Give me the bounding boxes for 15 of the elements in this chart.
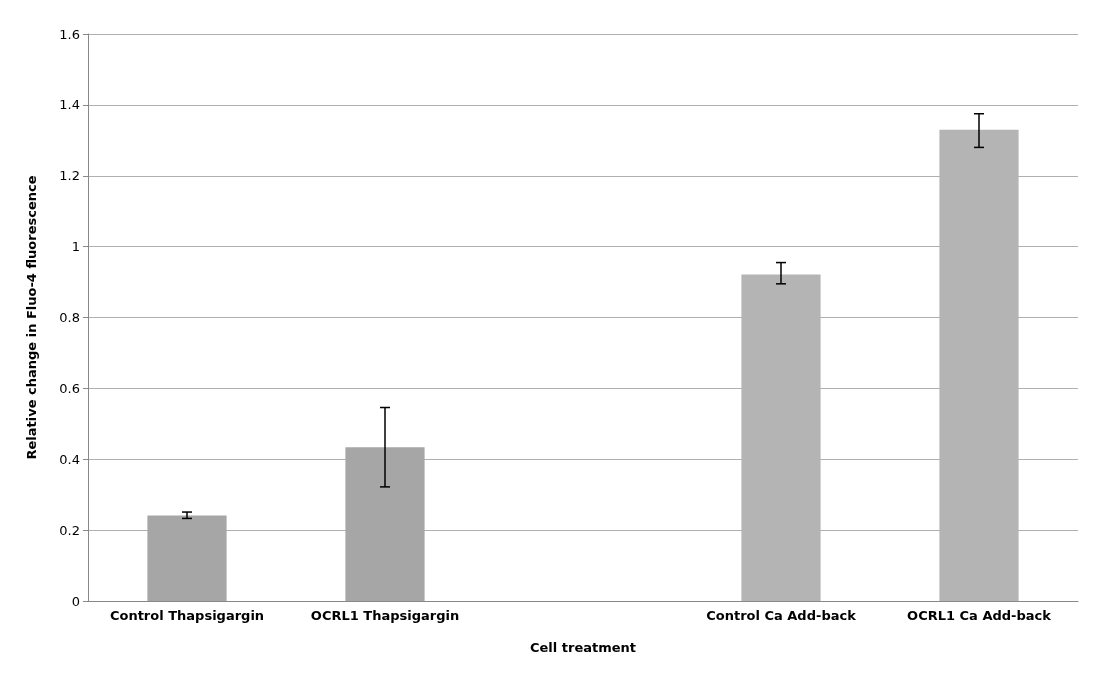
- x-axis-title: Cell treatment: [529, 640, 637, 655]
- x-tick-label: OCRL1 Ca Add-back: [907, 608, 1052, 623]
- y-tick-label: 1: [71, 239, 80, 255]
- y-axis-title: Relative change in Fluo-4 fluorescence: [24, 175, 39, 460]
- y-tick-label: 0: [71, 593, 80, 609]
- y-tick-label: 1.2: [59, 168, 80, 184]
- y-tick-label: 0.8: [59, 310, 80, 325]
- x-tick-label: OCRL1 Thapsigargin: [310, 608, 460, 623]
- y-tick-label: 1.4: [59, 97, 80, 113]
- x-tick-label: Control Thapsigargin: [109, 608, 265, 623]
- y-tick-label: 0.4: [59, 451, 80, 467]
- y-tick-label: 0.2: [59, 522, 80, 538]
- y-tick-label: 0.6: [59, 380, 80, 396]
- x-tick-label: Control Ca Add-back: [706, 608, 857, 623]
- y-tick-label: 1.6: [59, 26, 80, 42]
